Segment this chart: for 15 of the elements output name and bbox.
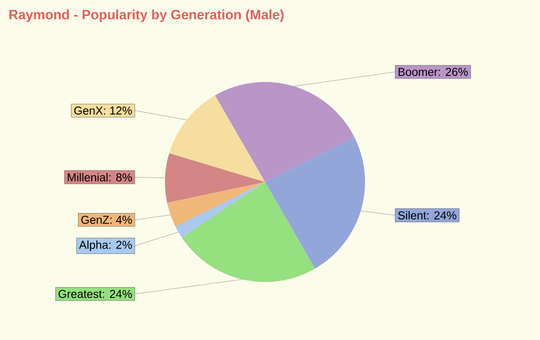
data-label: : 2% <box>109 240 132 249</box>
slice-label: Boomer <box>398 68 438 76</box>
slice-label: GenX <box>74 106 103 115</box>
data-label: : 24% <box>103 290 132 298</box>
data-label: : 12% <box>104 106 132 115</box>
data-label: : 24% <box>427 211 456 220</box>
slice-label: Greatest <box>58 290 102 298</box>
slice-label: Alpha <box>79 240 108 252</box>
slice-label: GenZ <box>81 216 110 224</box>
slice-label: Silent <box>398 211 426 220</box>
chart-title: Raymond - Popularity by Generation (Male) <box>9 10 284 22</box>
slice-label: Millenial <box>68 172 108 182</box>
data-label: : 8% <box>109 173 132 182</box>
data-label: : 26% <box>438 68 468 76</box>
data-label: : 4% <box>110 216 132 224</box>
